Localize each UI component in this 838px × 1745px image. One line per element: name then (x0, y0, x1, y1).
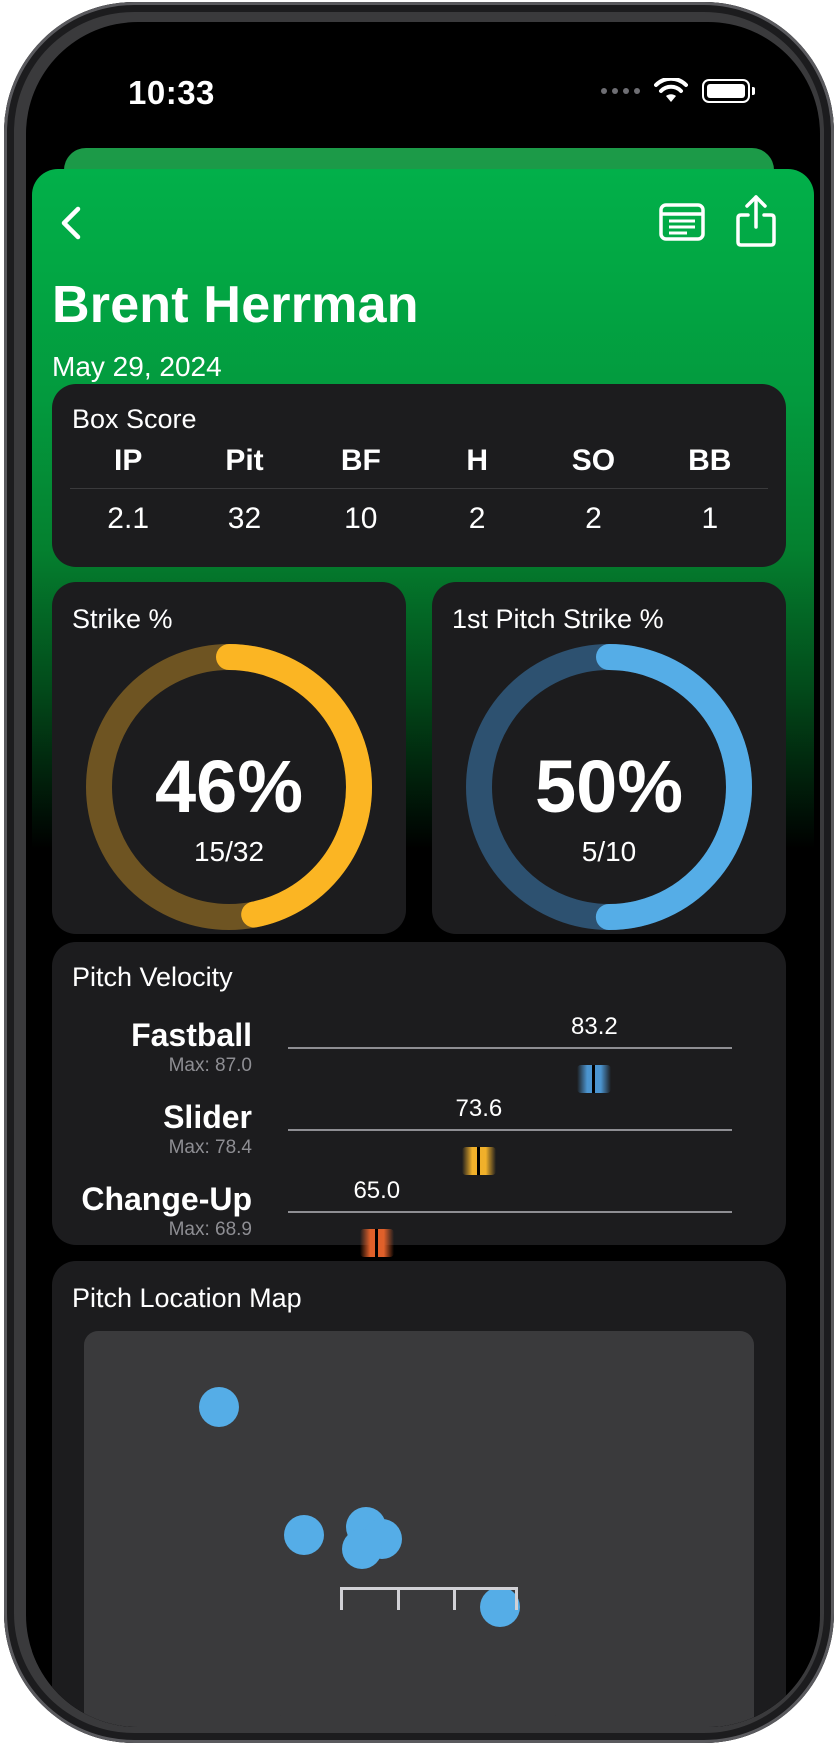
strike-pct-detail: 15/32 (193, 836, 265, 867)
box-score-value: 10 (344, 502, 378, 535)
first-pitch-strike-ring-progress (466, 644, 752, 930)
cellular-icon (601, 88, 640, 94)
box-score-header: IP (113, 444, 143, 477)
phone-frame: 10:33 (4, 2, 834, 1743)
velocity-marker (577, 1065, 612, 1093)
battery-icon (702, 79, 755, 103)
velocity-avg-label: 83.2 (571, 1013, 618, 1040)
box-score-header: Pit (225, 444, 264, 477)
velocity-track: 65.0 (288, 1177, 732, 1257)
velocity-avg-label: 73.6 (455, 1095, 503, 1122)
notes-icon[interactable] (658, 193, 706, 249)
velocity-track: 83.2 (288, 1013, 732, 1093)
box-score-value: 2 (585, 502, 602, 535)
strike-zone (340, 1587, 518, 1610)
pitch-location-title: Pitch Location Map (72, 1283, 302, 1313)
pitch-max: Max: 87.0 (168, 1055, 252, 1076)
first-pitch-strike-title: 1st Pitch Strike % (452, 604, 664, 634)
box-score-header: BF (340, 444, 381, 477)
strike-pct-ring-progress (86, 644, 372, 930)
box-score-header: SO (571, 444, 616, 477)
box-score-value: 32 (227, 502, 262, 535)
pitch-location-card: Pitch Location Map (52, 1261, 786, 1727)
box-score-divider (70, 488, 768, 489)
first-pitch-strike-card: 1st Pitch Strike % 50% 5/10 (432, 582, 786, 934)
velocity-row-changeup: Change-Up Max: 68.9 65.0 (52, 1177, 786, 1261)
home-indicator[interactable] (280, 1708, 556, 1718)
game-date: May 29, 2024 (52, 351, 222, 382)
status-icons (601, 78, 755, 104)
pitch-name: Slider (163, 1099, 252, 1135)
box-score-card: Box Score IP Pit BF H SO BB 2.1 32 10 (52, 384, 786, 567)
pitch-location-field (84, 1331, 754, 1727)
player-name: Brent Herrman (52, 276, 419, 334)
velocity-track: 73.6 (288, 1095, 732, 1175)
game-detail-sheet: Brent Herrman May 29, 2024 Box Score IP … (32, 169, 814, 1727)
share-icon[interactable] (732, 193, 780, 249)
back-chevron-icon[interactable] (54, 203, 94, 243)
pitch-velocity-title: Pitch Velocity (72, 962, 233, 992)
first-pitch-strike-detail: 5/10 (581, 836, 637, 867)
box-score-title: Box Score (72, 404, 197, 434)
first-pitch-strike-value: 50% (534, 745, 684, 828)
velocity-row-fastball: Fastball Max: 87.0 83.2 (52, 1013, 786, 1097)
wifi-icon (654, 78, 688, 102)
first-pitch-strike-ring (466, 644, 752, 930)
strike-pct-value: 46% (154, 745, 304, 828)
pitch-name: Change-Up (81, 1181, 252, 1217)
strike-pct-ring (86, 644, 372, 930)
pitch-name: Fastball (131, 1017, 252, 1053)
pitch-max: Max: 68.9 (168, 1219, 252, 1240)
pitch-dot[interactable] (342, 1529, 382, 1569)
box-score-value: 2.1 (107, 502, 150, 535)
strike-pct-card: Strike % 46% 15/32 (52, 582, 406, 934)
velocity-avg-label: 65.0 (353, 1177, 401, 1204)
strike-pct-title: Strike % (72, 604, 173, 634)
screen: 10:33 (26, 22, 820, 1727)
status-time: 10:33 (128, 74, 215, 111)
pitch-dot[interactable] (480, 1587, 520, 1627)
box-score-header: BB (688, 444, 732, 477)
pitch-max: Max: 78.4 (168, 1137, 252, 1158)
box-score-table: IP Pit BF H SO BB 2.1 32 10 2 2 1 (70, 446, 768, 541)
box-score-value-row: 2.1 32 10 2 2 1 (70, 497, 768, 541)
box-score-value: 1 (701, 502, 719, 535)
box-score-header: H (466, 444, 488, 477)
box-score-value: 2 (468, 502, 486, 535)
velocity-marker (461, 1147, 496, 1175)
box-score-header-row: IP Pit BF H SO BB (70, 446, 768, 488)
pitch-dot[interactable] (199, 1387, 239, 1427)
velocity-row-slider: Slider Max: 78.4 73.6 (52, 1095, 786, 1179)
velocity-marker (359, 1229, 394, 1257)
pitch-dot[interactable] (284, 1515, 324, 1555)
pitch-velocity-card: Pitch Velocity Fastball Max: 87.0 83.2 S… (52, 942, 786, 1257)
